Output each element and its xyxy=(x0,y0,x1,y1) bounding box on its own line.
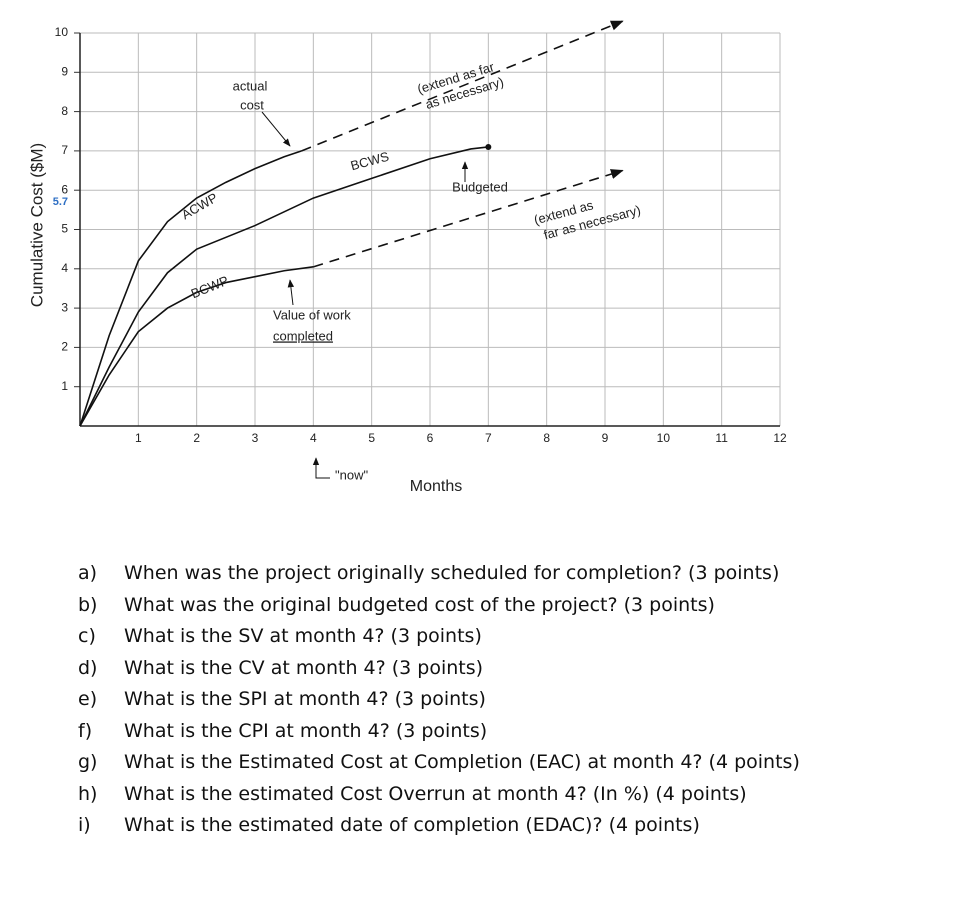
question-text: What is the CPI at month 4? (3 points) xyxy=(124,719,488,742)
question: b) What was the original budgeted cost of… xyxy=(78,594,800,626)
question-letter: c) xyxy=(78,625,96,647)
annotation: Budgeted xyxy=(452,179,508,194)
rotated-note: (extend as far as necessary) xyxy=(416,59,506,112)
question-letter: a) xyxy=(78,562,98,584)
question: c) What is the SV at month 4? (3 points) xyxy=(78,625,800,657)
question-letter: f) xyxy=(78,719,93,742)
question: i) What is the estimated date of completi… xyxy=(78,814,800,846)
x-tick-label: 8 xyxy=(543,431,550,445)
question-text: When was the project originally schedule… xyxy=(124,562,780,584)
question: a) When was the project originally schedu… xyxy=(78,562,800,594)
arrow xyxy=(312,457,330,479)
y-tick-label: 9 xyxy=(61,64,68,78)
chart: Cumulative Cost ($M) Months 123456789101… xyxy=(27,20,787,495)
question-text: What is the CV at month 4? (3 points) xyxy=(124,656,484,679)
annotation: cost xyxy=(240,97,264,112)
question-text: What is the SV at month 4? (3 points) xyxy=(124,625,482,647)
question: h) What is the estimated Cost Overrun at … xyxy=(78,783,800,815)
x-tick-label: 5 xyxy=(368,431,375,445)
question-text: What is the Estimated Cost at Completion… xyxy=(124,751,800,773)
y-tick-label: 2 xyxy=(61,340,68,354)
series-label: ACWP xyxy=(179,190,220,222)
x-tick-label: 6 xyxy=(427,431,434,445)
question: d) What is the CV at month 4? (3 points) xyxy=(78,657,800,689)
series-line xyxy=(79,150,302,427)
arrow xyxy=(261,111,291,147)
projection-line xyxy=(313,169,624,268)
question-letter: h) xyxy=(78,782,98,805)
series-label: BCWP xyxy=(189,273,231,302)
question-letter: i) xyxy=(78,814,91,836)
annotations: actual cost (extend as far as necessary)… xyxy=(179,59,642,483)
rotated-note: (extend as far as necessary) xyxy=(532,197,642,242)
annotation: completed xyxy=(273,328,333,343)
question-letter: e) xyxy=(78,688,98,710)
y-tick-label: 4 xyxy=(61,261,68,275)
y-tick-label: 10 xyxy=(55,25,69,39)
x-tick-label: 10 xyxy=(657,431,671,445)
question-letter: b) xyxy=(78,593,98,616)
question-text: What is the estimated Cost Overrun at mo… xyxy=(124,782,747,805)
x-tick-label: 4 xyxy=(310,431,317,445)
question: e) What is the SPI at month 4? (3 points) xyxy=(78,688,800,720)
annotation: Value of work xyxy=(273,307,351,322)
y-tick-label: 8 xyxy=(61,104,68,118)
x-tick-label: 9 xyxy=(602,431,609,445)
questions: a) When was the project originally schedu… xyxy=(78,562,800,846)
y-tick-label: 1 xyxy=(61,379,68,393)
projection-line xyxy=(301,20,624,152)
annotation: "now" xyxy=(335,467,368,482)
arrow xyxy=(287,279,295,306)
question-letter: d) xyxy=(78,656,98,679)
x-axis-label: Months xyxy=(410,478,462,495)
question: g) What is the Estimated Cost at Completi… xyxy=(78,751,800,783)
x-tick-label: 2 xyxy=(193,431,200,445)
highlight-tick: 5.7 xyxy=(53,196,68,208)
question-text: What is the SPI at month 4? (3 points) xyxy=(124,688,486,710)
y-tick-label: 3 xyxy=(61,300,68,314)
x-tick-label: 12 xyxy=(773,431,787,445)
y-tick-label: 6 xyxy=(61,182,68,196)
annotation: actual xyxy=(233,78,268,93)
y-axis-label: Cumulative Cost ($M) xyxy=(27,143,46,307)
x-tick-label: 11 xyxy=(715,431,728,445)
question-letter: g) xyxy=(78,751,98,773)
question: f) What is the CPI at month 4? (3 points) xyxy=(78,720,800,752)
series-label: BCWS xyxy=(349,149,391,174)
x-tick-label: 7 xyxy=(485,431,492,445)
x-tick-label: 3 xyxy=(252,431,259,445)
y-tick-label: 7 xyxy=(61,143,68,157)
question-text: What is the estimated date of completion… xyxy=(124,814,700,836)
y-tick-label: 5 xyxy=(61,222,68,236)
series-line xyxy=(79,266,314,427)
question-text: What was the original budgeted cost of t… xyxy=(124,593,715,616)
end-point xyxy=(485,143,492,150)
x-tick-label: 1 xyxy=(135,431,142,445)
series-line xyxy=(79,146,489,427)
